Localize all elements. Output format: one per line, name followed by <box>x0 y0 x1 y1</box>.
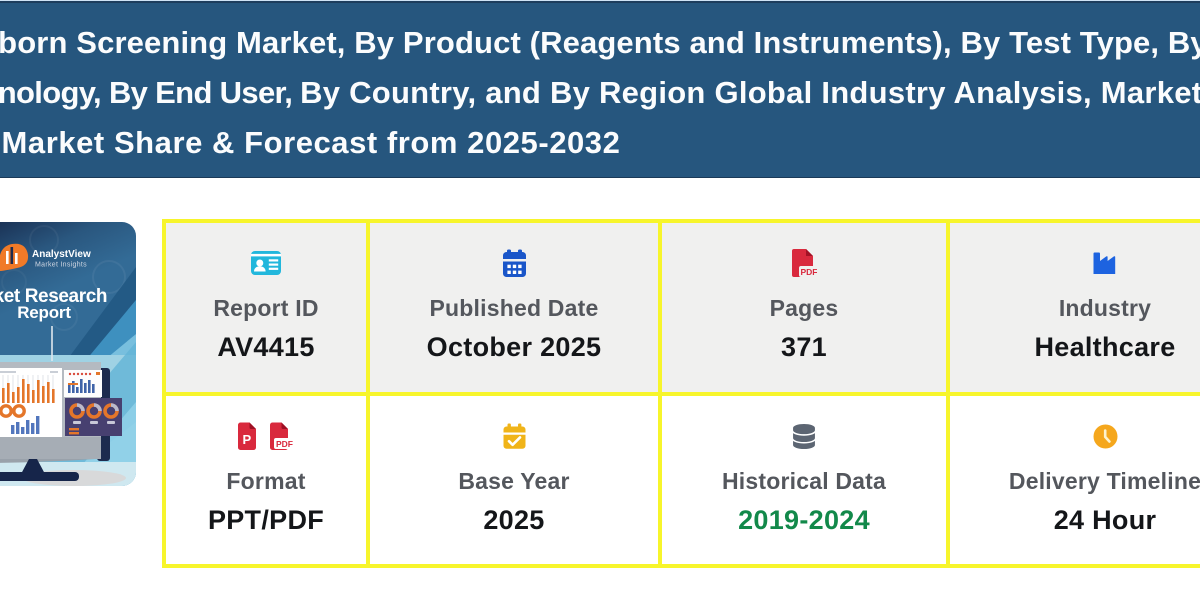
svg-text:Market Research: Market Research <box>0 286 107 307</box>
svg-text:PDF: PDF <box>801 267 818 277</box>
svg-text:PDF: PDF <box>276 439 293 449</box>
svg-text:Report: Report <box>17 303 71 322</box>
svg-text:AnalystView: AnalystView <box>32 249 91 260</box>
svg-text:Market Insights: Market Insights <box>35 262 87 269</box>
svg-text:P: P <box>243 432 252 447</box>
